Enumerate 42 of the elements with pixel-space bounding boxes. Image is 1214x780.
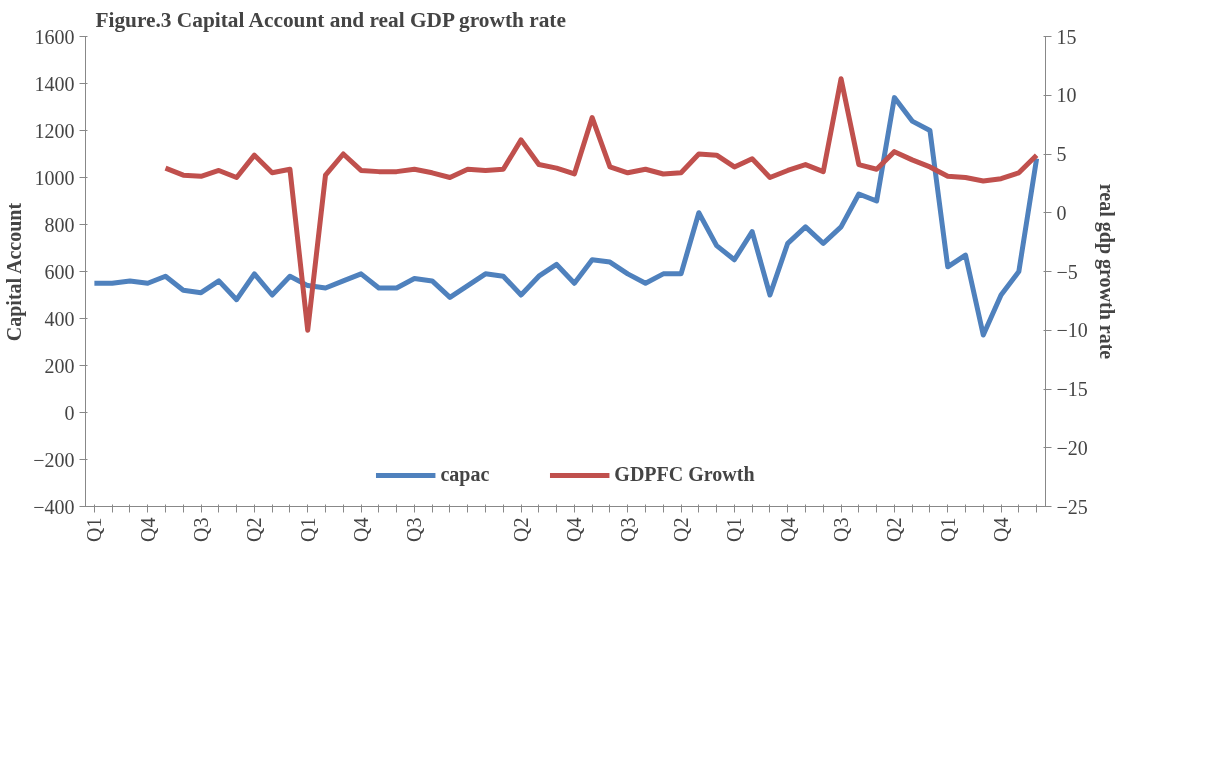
y-tick-label: 200	[44, 354, 75, 377]
x-tick-label: Q4	[350, 517, 373, 542]
chart-title: Figure.3 Capital Account and real GDP growth rate	[95, 7, 566, 32]
legend-label: GDPFC Growth	[614, 463, 755, 486]
y2-tick-label: 15	[1056, 25, 1077, 48]
y-tick-label: 1200	[34, 119, 75, 142]
x-tick-label: Q4	[136, 517, 159, 542]
x-tick-label: Q2	[510, 517, 533, 542]
x-tick-label: Q1	[936, 517, 959, 542]
y-tick-label: 1600	[34, 25, 75, 48]
x-tick-label: Q3	[616, 517, 639, 542]
y-tick-label: −400	[33, 495, 75, 518]
x-tick-label: Q2	[670, 517, 693, 542]
y2-axis-title: real gdp growth rate	[1094, 183, 1118, 360]
x-tick-label: Q2	[243, 517, 266, 542]
legend-label: capac	[440, 463, 490, 486]
y2-tick-label: 5	[1056, 143, 1067, 165]
y-tick-label: −200	[33, 448, 75, 471]
x-tick-label: Q4	[563, 517, 586, 542]
y-tick-label: 0	[64, 401, 75, 424]
y-tick-label: 1400	[34, 72, 75, 95]
y2-tick-label: 0	[1056, 201, 1067, 224]
y2-tick-label: −5	[1056, 260, 1078, 283]
y-axis-title: Capital Account	[3, 202, 27, 342]
x-tick-label: Q4	[776, 517, 799, 542]
x-tick-label: Q1	[83, 517, 106, 542]
y2-tick-label: −25	[1056, 495, 1088, 518]
y-tick-label: 400	[44, 307, 75, 330]
y-tick-label: 800	[44, 213, 75, 236]
x-tick-label: Q3	[190, 517, 213, 542]
x-tick-label: Q2	[883, 517, 906, 542]
y2-tick-label: 10	[1056, 84, 1077, 107]
y-tick-label: 600	[44, 260, 75, 283]
y2-tick-label: −10	[1056, 319, 1088, 342]
x-tick-label: Q1	[296, 517, 319, 542]
x-tick-label: Q4	[990, 517, 1013, 542]
y-tick-label: 1000	[34, 166, 75, 189]
y2-tick-label: −15	[1056, 378, 1088, 400]
x-tick-label: Q3	[403, 517, 426, 542]
x-tick-label: Q1	[723, 517, 746, 542]
x-tick-label: Q3	[830, 517, 853, 542]
y2-tick-label: −20	[1056, 436, 1088, 459]
